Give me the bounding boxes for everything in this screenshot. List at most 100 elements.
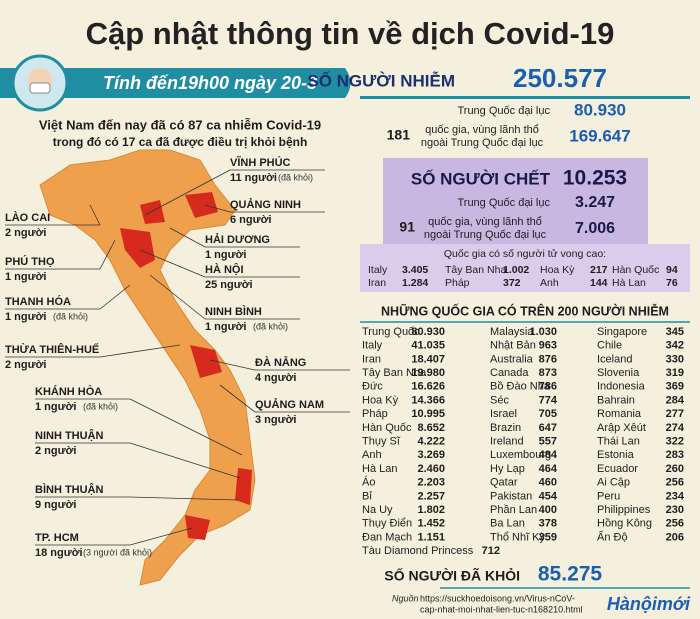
deaths-china-label: Trung Quốc đại lục [457,197,550,209]
country-value: 256 [666,477,684,489]
country-value: 3.269 [417,449,445,461]
country-value: 14.366 [411,394,445,406]
province-name: PHÚ THỌ [5,255,55,268]
country-name: Romania [597,408,642,420]
infected-china-value: 80.930 [574,100,626,119]
country-name: Qatar [490,477,518,489]
deaths-other-label: quốc gia, vùng lãnh thổ [428,216,542,228]
high-value: 94 [666,264,678,276]
country-name: Indonesia [597,381,646,393]
country-name: Trung Quốc [362,326,420,338]
banner-text: Tính đến19h00 ngày 20-3 [103,73,317,93]
country-value: 284 [666,394,685,406]
country-value: 10.995 [411,408,445,420]
country-name: Thụy Điển [362,518,412,530]
country-value: 234 [666,490,685,502]
country-value: 322 [666,436,684,448]
infected-total: 250.577 [513,63,607,93]
country-value: 1.452 [417,518,445,530]
country-value: 256 [666,518,684,530]
country-name: Tây Ban Nha [362,367,427,379]
recovered-total: 85.275 [538,563,603,586]
country-name: Brazin [490,422,521,434]
country-value: 1.151 [417,531,445,543]
deaths-total: 10.253 [563,167,627,190]
country-value: 2.460 [417,463,445,475]
country-value: 400 [539,504,557,516]
country-name: Thổ Nhĩ Kỳ [490,531,546,543]
province-cases: 2 người [35,445,76,457]
callout-line [99,239,116,270]
callout-line [89,204,101,226]
country-value: 786 [539,381,557,393]
callout-line [129,496,239,501]
callout-line [129,398,243,456]
deaths-high-panel [360,244,690,292]
high-country: Hàn Quốc [612,264,659,276]
country-value: 454 [539,490,558,502]
country-value: 369 [666,381,684,393]
country-value: 557 [539,436,557,448]
province-name: QUẢNG NINH [230,198,301,211]
province-cases: 9 người [35,499,76,511]
province-note: (đã khỏi) [253,321,288,331]
country-value: 18.407 [411,353,445,365]
banner-bar [0,68,351,98]
high-value: 76 [666,277,678,289]
source-url: cap-nhat-moi-nhat-lien-tuc-n168210.html [420,604,583,614]
high-value: 144 [590,277,608,289]
country-value: 1.802 [417,504,445,516]
country-name: Malaysia [490,326,534,338]
country-value: 1.030 [529,326,557,338]
high-country: Hoa Kỳ [540,264,575,276]
province-cases: 6 người [230,214,271,226]
province-cases: 1 người [5,311,46,323]
country-name: Estonia [597,449,635,461]
logo: Hànộimới [607,594,691,614]
country-name: Luxembourg [490,449,551,461]
province-note: (đã khỏi) [53,311,88,321]
country-name: Slovenia [597,367,640,379]
country-name: Peru [597,490,620,502]
country-value: 2.203 [417,477,445,489]
country-name: Thái Lan [597,436,640,448]
province-cases: 2 người [5,227,46,239]
country-name: Hoa Kỳ [362,394,399,406]
country-name: Iran [362,353,381,365]
vn-line1: Việt Nam đến nay đã có 87 ca nhiễm Covid… [39,117,321,132]
country-value: 274 [666,422,685,434]
country-value: 319 [666,367,684,379]
country-name: Hy Lạp [490,463,525,475]
province-note: (đã khỏi) [83,401,118,411]
province-name: LÀO CAI [5,211,50,224]
country-name: Hà Lan [362,463,397,475]
province-cases: 25 người [205,279,253,291]
callout-line [219,384,256,413]
country-name: Arập Xêút [597,422,646,434]
divider [360,96,690,99]
country-name: Ai Cập [597,477,630,489]
province-cases: 1 người [205,249,246,261]
province-cases: 18 người [35,547,83,559]
country-name: Singapore [597,326,647,338]
country-name: Israel [490,408,517,420]
province-cases: 1 người [205,321,246,333]
country-name: Ba Lan [490,518,525,530]
country-name: Hồng Kông [597,518,652,530]
country-value: 464 [539,463,558,475]
country-value: 460 [539,477,557,489]
province-note: (3 người đã khỏi) [83,547,152,557]
country-value: 359 [539,531,557,543]
province-note: (đã khỏi) [278,172,313,182]
deaths-other-count: 91 [399,219,415,235]
country-value: 705 [539,408,557,420]
callout-line [129,442,241,479]
province-name: TP. HCM [35,532,79,544]
country-value: 206 [666,531,684,543]
deaths-china-value: 3.247 [575,194,615,211]
country-value: 330 [666,353,684,365]
province-name: KHÁNH HÒA [35,385,102,398]
red-regions [120,192,252,540]
infected-other-label: ngoài Trung Quốc đại lục [421,137,544,149]
